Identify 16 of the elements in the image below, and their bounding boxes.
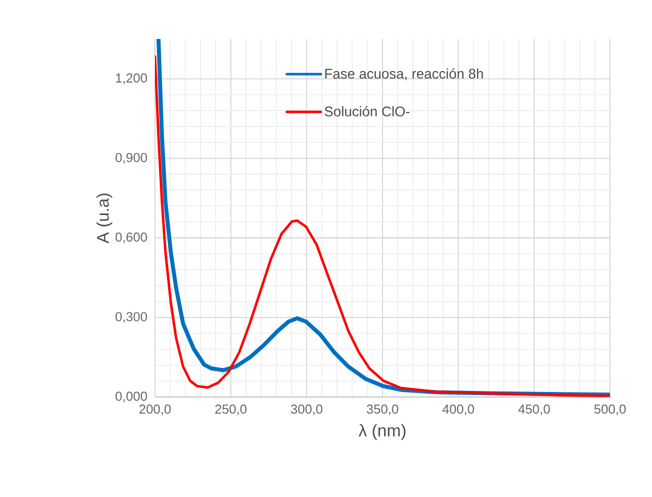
- x-tick-label: 350,0: [366, 404, 398, 416]
- legend-label: Fase acuosa, reacción 8h: [325, 68, 483, 80]
- x-tick-label: 300,0: [290, 404, 322, 416]
- y-tick-label: 0,300: [116, 312, 147, 323]
- legend-label: Solución ClO-: [324, 106, 410, 116]
- x-tick-label: 450,0: [518, 404, 550, 416]
- x-tick-label: 400,0: [442, 404, 474, 416]
- y-tick-label: 0,000: [116, 392, 147, 402]
- y-tick-label: 0,900: [116, 152, 147, 164]
- y-axis-title: A (u.a): [96, 194, 112, 244]
- y-tick-label: 1,200: [116, 73, 147, 84]
- x-tick-label: 500,0: [594, 404, 626, 416]
- x-tick-label: 250,0: [215, 404, 247, 416]
- x-axis-title: λ (nm): [358, 424, 406, 440]
- y-tick-label: 0,600: [116, 232, 147, 244]
- x-tick-label: 200,0: [139, 404, 171, 416]
